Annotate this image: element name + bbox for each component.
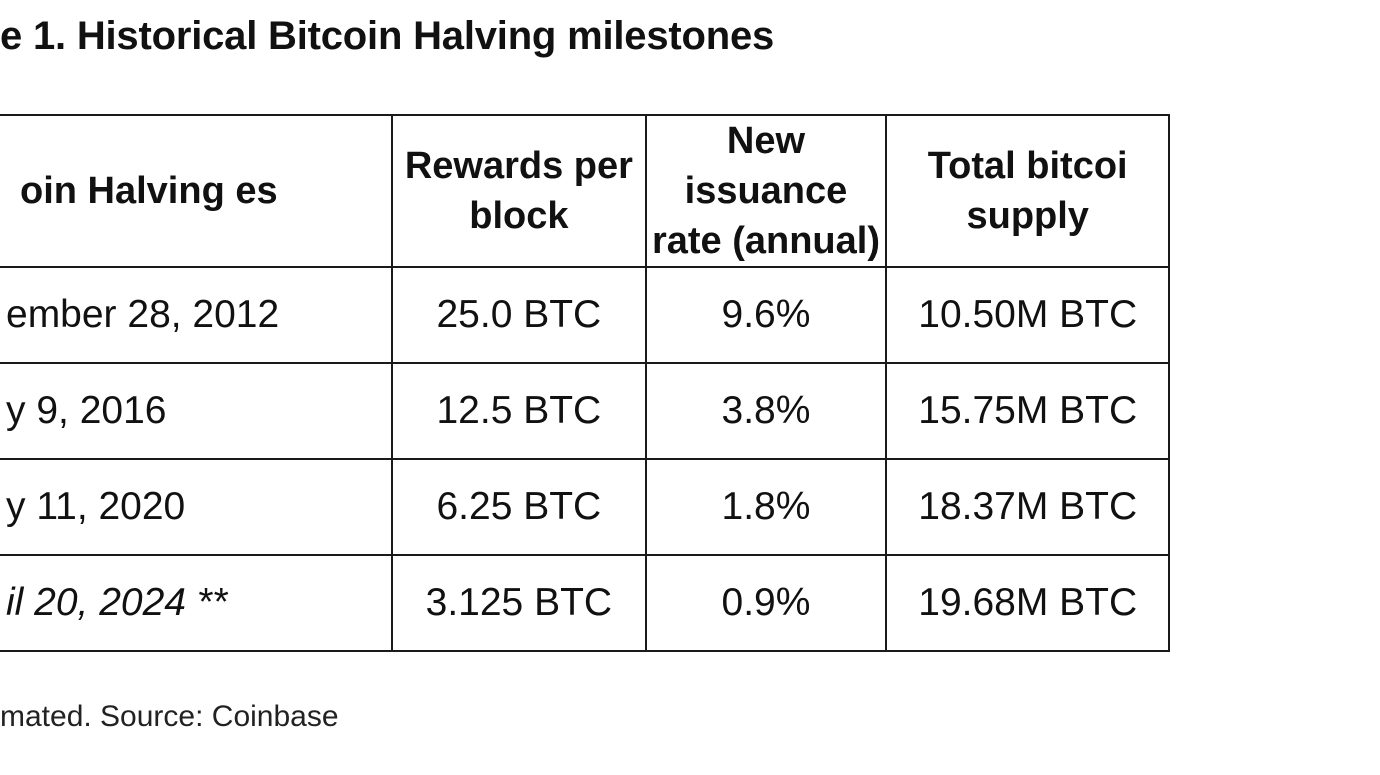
footnote-container: mated. Source: Coinbase <box>0 680 600 760</box>
supply-cell: 19.68M BTC <box>885 554 1170 652</box>
header-label: Rewards per block <box>404 145 633 237</box>
header-issuance-rate: New issuance rate (annual) <box>644 114 888 268</box>
header-halving-dates: oin Halving es <box>0 114 394 268</box>
footnote: mated. Source: Coinbase <box>0 700 339 733</box>
page-title: e 1. Historical Bitcoin Halving mileston… <box>0 14 775 58</box>
header-label: New issuance rate (annual) <box>651 120 880 262</box>
header-total-supply: Total bitcoi supply <box>885 114 1170 268</box>
halving-date: ember 28, 2012 <box>0 266 394 364</box>
header-rewards-per-block: Rewards per block <box>391 114 647 268</box>
table-row: il 20, 2024 ** 3.125 BTC 0.9% 19.68M BTC <box>0 554 1170 652</box>
rate-cell: 1.8% <box>644 458 888 556</box>
supply-cell: 10.50M BTC <box>885 266 1170 364</box>
rate-cell: 9.6% <box>644 266 888 364</box>
halving-date: y 11, 2020 <box>0 458 394 556</box>
rate-cell: 0.9% <box>644 554 888 652</box>
header-row: oin Halving es Rewards per block New iss… <box>0 114 1170 268</box>
title-container: e 1. Historical Bitcoin Halving mileston… <box>0 0 900 80</box>
halving-table: oin Halving es Rewards per block New iss… <box>0 114 1170 652</box>
supply-cell: 15.75M BTC <box>885 362 1170 460</box>
halving-date: il 20, 2024 ** <box>0 554 394 652</box>
reward-cell: 12.5 BTC <box>391 362 647 460</box>
reward-cell: 6.25 BTC <box>391 458 647 556</box>
header-label: oin Halving es <box>20 170 278 212</box>
reward-cell: 3.125 BTC <box>391 554 647 652</box>
halving-date: y 9, 2016 <box>0 362 394 460</box>
table-container: oin Halving es Rewards per block New iss… <box>0 114 1380 660</box>
table-row: y 9, 2016 12.5 BTC 3.8% 15.75M BTC <box>0 362 1170 460</box>
reward-cell: 25.0 BTC <box>391 266 647 364</box>
supply-cell: 18.37M BTC <box>885 458 1170 556</box>
table-row: ember 28, 2012 25.0 BTC 9.6% 10.50M BTC <box>0 266 1170 364</box>
table-row: y 11, 2020 6.25 BTC 1.8% 18.37M BTC <box>0 458 1170 556</box>
header-label: Total bitcoi supply <box>927 145 1128 237</box>
rate-cell: 3.8% <box>644 362 888 460</box>
